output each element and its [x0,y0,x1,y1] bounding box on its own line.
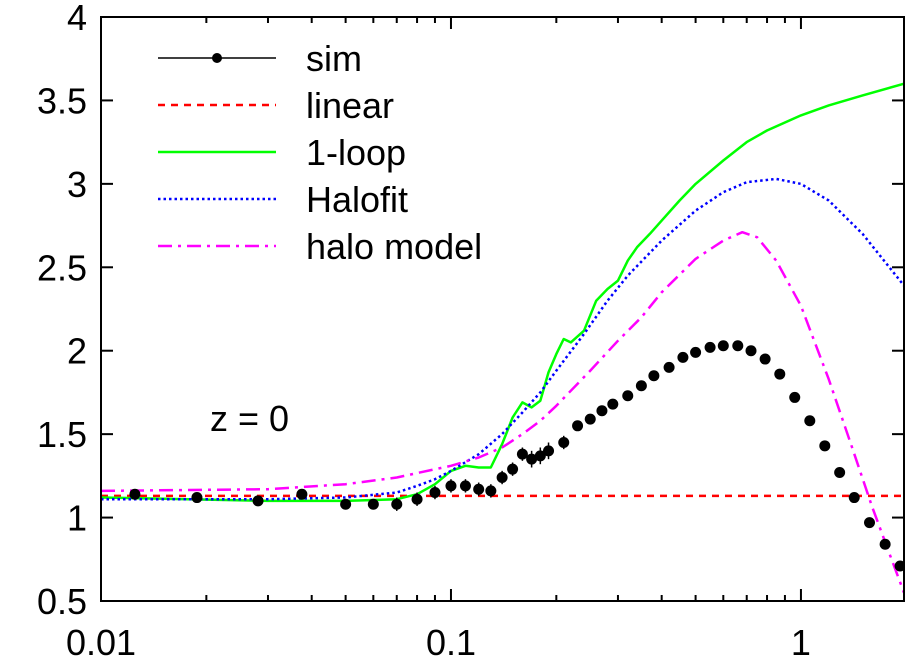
sim-data-point [534,450,546,462]
y-tick-label: 3 [67,164,87,205]
sim-data-point [732,340,744,352]
legend-label: linear [306,85,394,126]
sim-data-point [819,440,831,452]
ticks-layer: 0.5 1 1.5 2 2.5 3 3.5 4 0.01 0.1 1 [37,0,904,663]
sim-data-point [459,480,471,492]
series-halo-model-line [101,230,904,594]
sim-data-point [516,448,528,460]
sim-data-point [543,445,555,457]
sim-data-point [635,380,647,392]
sim-data-point [607,398,619,410]
sim-data-point [296,488,308,500]
x-tick-label: 0.01 [66,622,136,663]
y-tick-label: 2 [67,331,87,372]
plot-frame [100,16,905,602]
x-tick-label: 0.1 [426,622,476,663]
sim-data-point [596,405,608,417]
sim-data-point [473,483,485,495]
sim-data-point [191,492,203,504]
sim-data-point [572,420,584,432]
sim-data-point [367,498,379,510]
x-tick-label: 1 [791,622,811,663]
sim-data-point [485,485,497,497]
sim-data-point [717,340,729,352]
sim-data-point [690,346,702,358]
sim-data-point [894,560,904,572]
sim-data-point [526,453,538,465]
legend-label: halo model [306,226,482,267]
y-tick-label: 2.5 [37,247,87,288]
sim-data-point [558,436,570,448]
y-tick-label: 3.5 [37,80,87,121]
sim-data-point [834,467,846,479]
sim-data-point [864,517,876,529]
sim-data-point [252,495,264,507]
y-tick-label: 1.5 [37,414,87,455]
series-halofit-line [101,177,904,501]
y-tick-label: 4 [67,0,87,38]
sim-data-point [129,488,141,500]
sim-data-point [804,415,816,427]
legend: sim linear 1-loop Halofit halo model [158,38,482,267]
y-tick-label: 1 [67,498,87,539]
sim-data-point [879,538,891,550]
sim-data-point [745,345,757,357]
redshift-annotation: z = 0 [210,398,289,439]
legend-point [212,53,222,63]
sim-data-point [429,487,441,499]
series-1-loop-line [101,82,904,503]
sim-data-point [848,492,860,504]
sim-data-point [774,368,786,380]
sim-data-point [704,341,716,353]
sim-data-point [648,370,660,382]
sim-data-point [507,463,519,475]
sim-data-point [391,498,403,510]
sim-data-point [663,361,675,373]
sim-data-point [340,498,352,510]
sim-data-point [445,480,457,492]
legend-label: sim [306,38,362,79]
sim-data-point [411,493,423,505]
sim-data-point [789,391,801,403]
legend-label: Halofit [306,179,408,220]
sim-data-point [677,351,689,363]
y-tick-label: 0.5 [37,581,87,622]
sim-data-point [584,413,596,425]
legend-label: 1-loop [306,132,406,173]
sim-data-point [759,353,771,365]
series-layer [101,82,904,594]
sim-data-point [622,390,634,402]
sim-data-point [496,472,508,484]
